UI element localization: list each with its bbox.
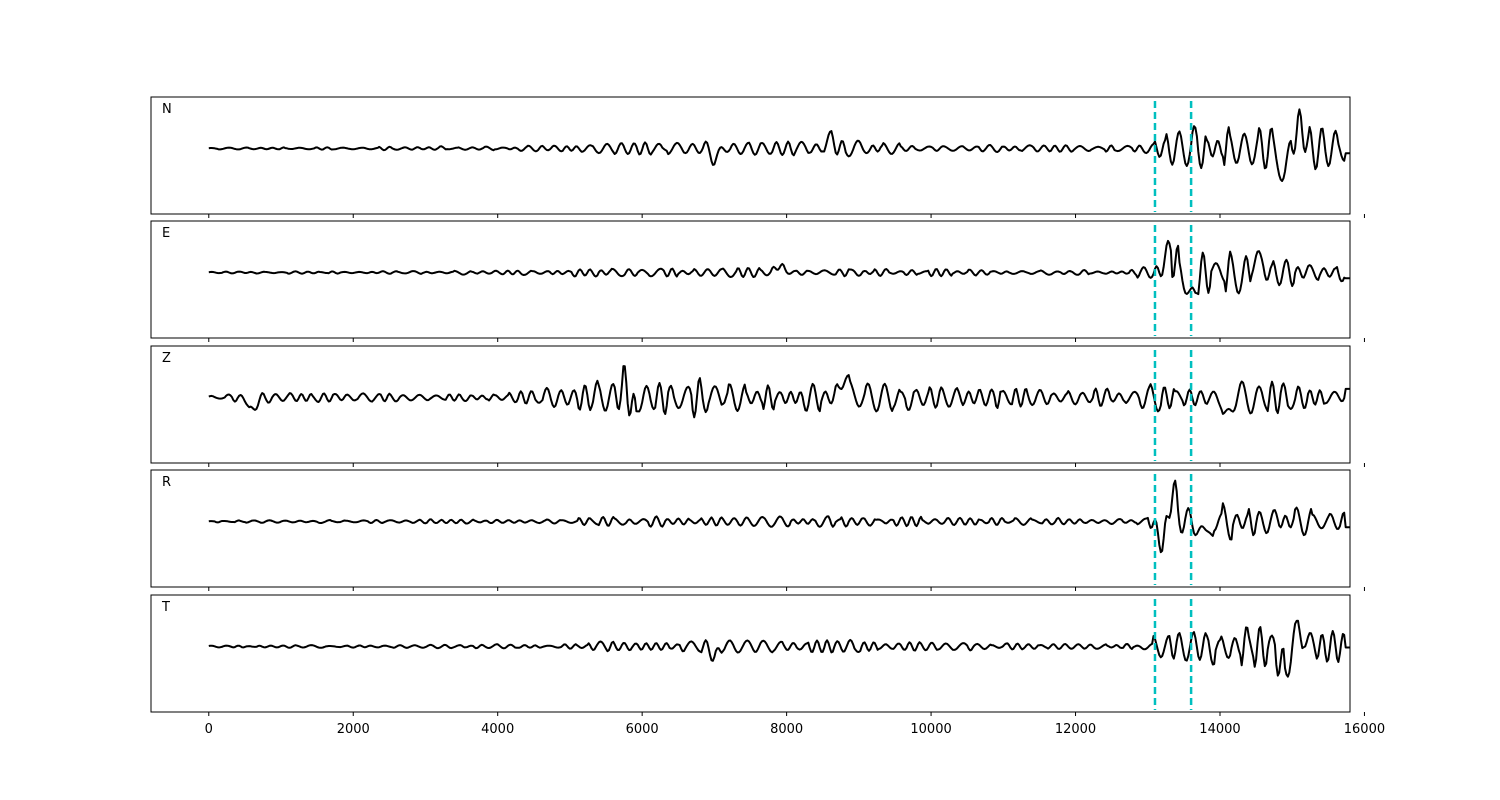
channel-label: R bbox=[162, 475, 171, 490]
channel-label: N bbox=[162, 102, 172, 117]
x-tick-label: 8000 bbox=[770, 722, 803, 737]
trace-z bbox=[208, 365, 1350, 419]
panel-t: T bbox=[150, 594, 1365, 716]
panel-r: R bbox=[150, 469, 1365, 591]
panel-frame bbox=[150, 594, 1351, 713]
panel-frame bbox=[150, 96, 1351, 215]
x-tick-label: 16000 bbox=[1344, 722, 1385, 737]
x-tick-label: 2000 bbox=[337, 722, 370, 737]
trace-r bbox=[208, 479, 1350, 554]
trace-n bbox=[208, 108, 1350, 182]
panel-n: N bbox=[150, 96, 1365, 218]
panel-e: E bbox=[150, 220, 1365, 342]
x-axis: 0 2000 4000 6000 8000 10000 12000 14000 16000 bbox=[205, 722, 1385, 737]
panel-z: Z bbox=[150, 345, 1365, 467]
panel-frame bbox=[150, 345, 1351, 464]
panel-frame bbox=[150, 220, 1351, 339]
trace-t bbox=[208, 619, 1350, 678]
x-tick-label: 0 bbox=[205, 722, 213, 737]
trace-e bbox=[208, 239, 1350, 296]
channel-label: E bbox=[162, 226, 170, 241]
panel-frame bbox=[150, 469, 1351, 588]
x-tick-label: 6000 bbox=[626, 722, 659, 737]
x-tick-label: 14000 bbox=[1199, 722, 1240, 737]
x-tick-label: 10000 bbox=[910, 722, 951, 737]
panels: N E Z R T bbox=[150, 96, 1365, 716]
x-tick-label: 12000 bbox=[1055, 722, 1096, 737]
x-tick-label: 4000 bbox=[481, 722, 514, 737]
channel-label: T bbox=[161, 600, 170, 615]
channel-label: Z bbox=[162, 351, 171, 366]
